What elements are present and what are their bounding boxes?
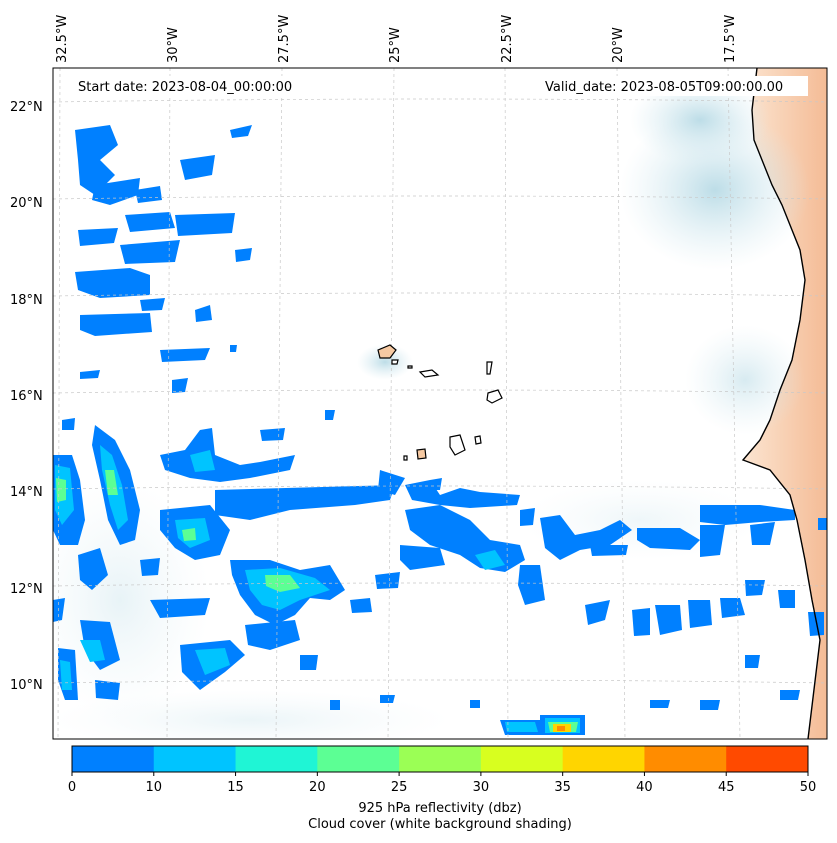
colorbar-segment [399,746,482,772]
gridlines [53,68,827,739]
valid-date-box [538,76,808,96]
lon-label: 32.5°W [55,15,70,63]
lon-label: 22.5°W [500,15,515,63]
colorbar-tick-label: 20 [309,780,326,795]
lat-label: 10°N [10,678,43,693]
colorbar-tick-label: 15 [227,780,244,795]
coastline [741,68,821,739]
map-area: Start date: 2023-08-04_00:00:00 Valid_da… [53,68,827,739]
colorbar-segment [562,746,645,772]
colorbar-segment [480,746,564,772]
latitude-labels: 22°N 20°N 18°N 16°N 14°N 12°N 10°N [10,100,43,693]
lat-label: 12°N [10,582,43,597]
colorbar-tick-label: 30 [473,780,490,795]
colorbar-tick-label: 45 [718,780,735,795]
colorbar-tick-label: 25 [391,780,408,795]
longitude-labels: 32.5°W 30°W 27.5°W 25°W 22.5°W 20°W 17.5… [55,15,738,63]
lon-label: 25°W [388,27,403,63]
colorbar: 0 10 15 20 25 30 35 40 45 50 [68,745,817,795]
colorbar-tick-label: 35 [554,780,571,795]
lon-label: 17.5°W [723,15,738,63]
lon-label: 30°W [166,27,181,63]
cape-verde-islands [377,344,503,461]
colorbar-segment [644,746,727,772]
colorbar-segment [726,746,809,772]
colorbar-sublabel: Cloud cover (white background shading) [308,817,572,832]
lat-label: 22°N [10,100,43,115]
start-date-box [72,76,312,96]
lat-label: 18°N [10,293,43,308]
colorbar-segment [72,746,155,772]
start-date-label: Start date: 2023-08-04_00:00:00 [78,80,292,95]
colorbar-label: 925 hPa reflectivity (dbz) [358,801,522,816]
colorbar-tick-label: 10 [146,780,163,795]
colorbar-segment [153,746,237,772]
lon-label: 27.5°W [277,15,292,63]
reflectivity-cells-peak [553,724,571,732]
colorbar-segment [235,746,318,772]
lon-label: 20°W [611,27,626,63]
valid-date-label: Valid_date: 2023-08-05T09:00:00.00 [545,80,783,95]
lat-label: 20°N [10,196,43,211]
lat-label: 16°N [10,389,43,404]
colorbar-tick-label: 0 [68,780,76,795]
colorbar-frame [71,745,809,773]
colorbar-tick-label: 50 [800,780,817,795]
colorbar-tick-label: 40 [636,780,653,795]
colorbar-segment [317,746,400,772]
lat-label: 14°N [10,485,43,500]
reflectivity-cells [53,125,827,735]
map-frame [52,67,828,740]
